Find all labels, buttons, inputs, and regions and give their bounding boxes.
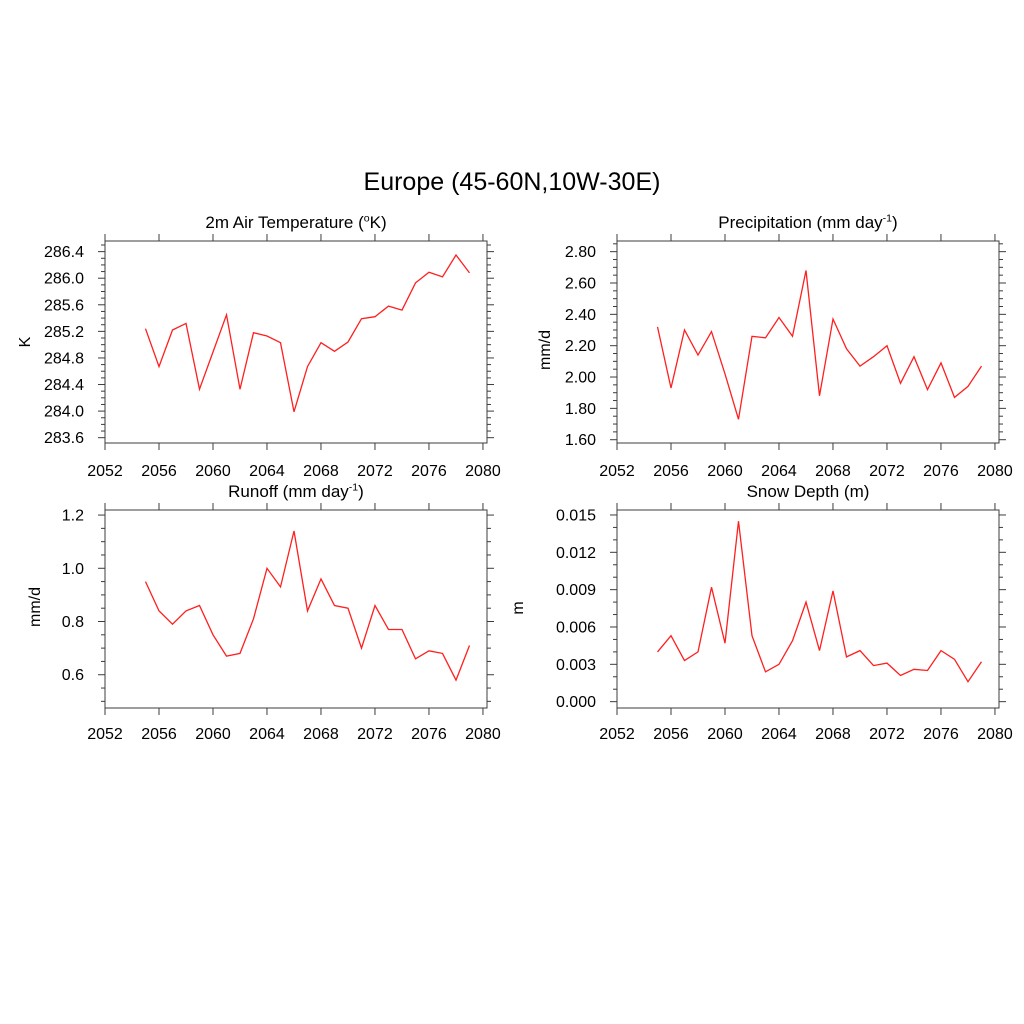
svg-text:2064: 2064 (249, 463, 285, 480)
snow-depth-plot: 2052 2056 2060 2064 2068 2072 2076 2080 0.000 0.0… (556, 503, 1013, 743)
svg-text:2068: 2068 (815, 463, 851, 480)
svg-text:2068: 2068 (815, 726, 851, 743)
svg-text:0.8: 0.8 (62, 614, 84, 631)
svg-text:2056: 2056 (141, 726, 177, 743)
svg-text:1.60: 1.60 (565, 432, 596, 449)
svg-text:0.012: 0.012 (556, 545, 596, 562)
svg-text:2072: 2072 (357, 463, 393, 480)
svg-text:286.0: 286.0 (44, 271, 84, 288)
svg-text:2060: 2060 (195, 463, 231, 480)
svg-text:1.80: 1.80 (565, 401, 596, 418)
svg-text:284.0: 284.0 (44, 404, 84, 421)
snow-depth-title-main: Snow Depth (m) (746, 482, 870, 501)
svg-text:2080: 2080 (465, 463, 501, 480)
svg-text:2060: 2060 (707, 463, 743, 480)
svg-text:2060: 2060 (195, 726, 231, 743)
svg-text:2.40: 2.40 (565, 307, 596, 324)
svg-text:1.0: 1.0 (62, 561, 84, 578)
svg-text:2052: 2052 (599, 463, 635, 480)
page-title: Europe (45-60N,10W-30E) (363, 168, 661, 196)
svg-text:2068: 2068 (303, 726, 339, 743)
temperature-plot: 2052 2056 2060 2064 2068 2072 2076 2080 283.6 284… (44, 234, 501, 480)
runoff-title-tail: ) (358, 482, 364, 501)
svg-text:2080: 2080 (465, 726, 501, 743)
svg-text:285.6: 285.6 (44, 297, 84, 314)
svg-text:2076: 2076 (923, 463, 959, 480)
svg-text:0.003: 0.003 (556, 657, 596, 674)
svg-text:0.009: 0.009 (556, 582, 596, 599)
svg-text:283.6: 283.6 (44, 430, 84, 447)
svg-text:2076: 2076 (923, 726, 959, 743)
svg-text:2.00: 2.00 (565, 370, 596, 387)
precipitation-title-sup: -1 (882, 212, 893, 225)
runoff-title-sup: -1 (348, 481, 359, 494)
temperature-title: 2m Air Temperature (oK) (105, 213, 487, 233)
svg-text:2056: 2056 (653, 726, 689, 743)
svg-text:286.4: 286.4 (44, 244, 84, 261)
precipitation-plot: 2052 2056 2060 2064 2068 2072 2076 2080 1.60 1.80… (565, 234, 1013, 480)
svg-text:0.015: 0.015 (556, 507, 596, 524)
svg-text:1.2: 1.2 (62, 508, 84, 525)
svg-text:2056: 2056 (653, 463, 689, 480)
svg-text:2.60: 2.60 (565, 275, 596, 292)
svg-text:2060: 2060 (707, 726, 743, 743)
precipitation-title: Precipitation (mm day-1) (617, 213, 999, 233)
svg-text:0.6: 0.6 (62, 667, 84, 684)
svg-text:2064: 2064 (249, 726, 285, 743)
svg-text:2.80: 2.80 (565, 244, 596, 261)
svg-text:2056: 2056 (141, 463, 177, 480)
snow-depth-title: Snow Depth (m) (617, 482, 999, 502)
temperature-title-main: 2m Air Temperature ( (205, 213, 364, 232)
svg-text:2072: 2072 (869, 463, 905, 480)
runoff-title: Runoff (mm day-1) (105, 482, 487, 502)
svg-text:2052: 2052 (599, 726, 635, 743)
temperature-title-sup: o (363, 212, 370, 225)
svg-text:0.000: 0.000 (556, 694, 596, 711)
precipitation-title-main: Precipitation (mm day (718, 213, 883, 232)
svg-text:284.4: 284.4 (44, 377, 84, 394)
svg-text:2072: 2072 (357, 726, 393, 743)
svg-text:2080: 2080 (977, 726, 1013, 743)
svg-text:2072: 2072 (869, 726, 905, 743)
svg-text:2052: 2052 (87, 726, 123, 743)
svg-text:0.006: 0.006 (556, 619, 596, 636)
svg-text:2076: 2076 (411, 726, 447, 743)
svg-text:284.8: 284.8 (44, 350, 84, 367)
svg-text:2052: 2052 (87, 463, 123, 480)
svg-text:2076: 2076 (411, 463, 447, 480)
svg-text:2064: 2064 (761, 726, 797, 743)
runoff-title-main: Runoff (mm day (228, 482, 349, 501)
runoff-plot: 2052 2056 2060 2064 2068 2072 2076 2080 0.6 0.8 1.… (62, 503, 501, 743)
snow-depth-y-axis-label: m (510, 601, 527, 615)
temperature-title-tail: K) (369, 213, 387, 232)
svg-text:2068: 2068 (303, 463, 339, 480)
svg-text:285.2: 285.2 (44, 324, 84, 341)
precipitation-title-tail: ) (892, 213, 898, 232)
svg-text:2080: 2080 (977, 463, 1013, 480)
svg-text:2064: 2064 (761, 463, 797, 480)
svg-text:2.20: 2.20 (565, 338, 596, 355)
